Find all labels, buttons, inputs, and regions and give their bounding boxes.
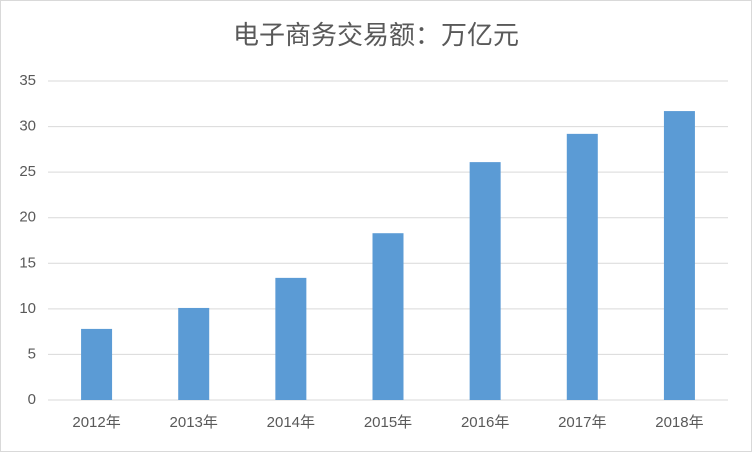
y-tick-label: 0 — [28, 391, 36, 408]
x-tick-label: 2013年 — [170, 414, 218, 431]
x-tick-label: 2015年 — [364, 414, 412, 431]
y-tick-label: 25 — [19, 163, 36, 180]
x-tick-label: 2016年 — [461, 414, 509, 431]
bar — [663, 111, 695, 400]
y-tick-label: 15 — [19, 254, 36, 271]
bar — [178, 307, 210, 400]
x-tick-label: 2012年 — [72, 414, 120, 431]
bar — [566, 133, 598, 400]
x-tick-label: 2014年 — [267, 414, 315, 431]
bar — [469, 162, 501, 400]
y-tick-label: 10 — [19, 300, 36, 317]
x-tick-label: 2017年 — [558, 414, 606, 431]
bar — [275, 277, 307, 400]
chart-title: 电子商务交易额：万亿元 — [233, 20, 519, 50]
x-tick-label: 2018年 — [655, 414, 703, 431]
y-tick-label: 35 — [19, 72, 36, 89]
y-tick-label: 30 — [19, 118, 36, 135]
y-tick-label: 20 — [19, 209, 36, 226]
bar — [372, 233, 404, 400]
y-tick-label: 5 — [28, 345, 36, 362]
bar — [81, 328, 113, 400]
